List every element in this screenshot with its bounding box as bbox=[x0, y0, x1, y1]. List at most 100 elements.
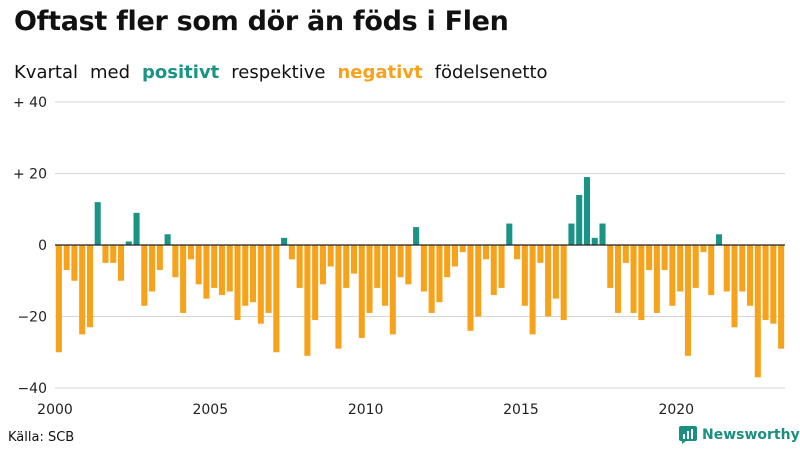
bar bbox=[576, 194, 583, 245]
y-tick-label: −40 bbox=[17, 381, 47, 397]
bar bbox=[405, 245, 412, 285]
bar bbox=[754, 245, 761, 378]
x-tick-label: 2015 bbox=[503, 402, 539, 418]
y-tick-label: + 40 bbox=[13, 95, 47, 111]
bar bbox=[630, 245, 637, 313]
bar bbox=[343, 245, 350, 288]
bar bbox=[778, 245, 785, 349]
bar bbox=[335, 245, 342, 349]
bar bbox=[700, 245, 707, 253]
bar bbox=[319, 245, 326, 285]
bar bbox=[195, 245, 202, 285]
bar bbox=[312, 245, 319, 321]
bar bbox=[413, 227, 420, 246]
bar bbox=[545, 245, 552, 317]
chart-title: Oftast fler som dör än föds i Flen bbox=[14, 6, 509, 37]
bar bbox=[187, 245, 194, 260]
bar bbox=[451, 245, 458, 267]
bar bbox=[459, 245, 466, 253]
bar bbox=[366, 245, 373, 313]
subtitle-word: Kvartal bbox=[14, 62, 78, 83]
bar bbox=[467, 245, 474, 331]
bar bbox=[141, 245, 148, 306]
bar bbox=[762, 245, 769, 321]
bar bbox=[599, 223, 606, 245]
subtitle-negative-word: negativt bbox=[337, 62, 423, 83]
subtitle-word: respektive bbox=[231, 62, 326, 83]
bar bbox=[180, 245, 187, 313]
bar bbox=[125, 241, 132, 245]
x-tick-label: 2010 bbox=[348, 402, 384, 418]
bar bbox=[475, 245, 482, 317]
newsworthy-brand: Newsworthy bbox=[679, 426, 800, 444]
bar bbox=[560, 245, 567, 321]
bar bbox=[133, 212, 140, 245]
bar bbox=[669, 245, 676, 306]
bar bbox=[723, 245, 730, 292]
bar bbox=[296, 245, 303, 288]
bar bbox=[552, 245, 559, 299]
bar bbox=[273, 245, 280, 353]
bar bbox=[653, 245, 660, 313]
bar bbox=[661, 245, 668, 271]
bar bbox=[211, 245, 218, 288]
subtitle-word: födelsenetto bbox=[434, 62, 548, 83]
x-tick-label: 2005 bbox=[192, 402, 228, 418]
bar bbox=[506, 223, 513, 245]
y-tick-label: 0 bbox=[38, 238, 47, 254]
bar bbox=[568, 223, 575, 245]
bar bbox=[203, 245, 210, 299]
bar bbox=[265, 245, 272, 313]
bar bbox=[677, 245, 684, 292]
bar bbox=[615, 245, 622, 313]
bar bbox=[428, 245, 435, 313]
bar bbox=[63, 245, 70, 271]
bar bbox=[537, 245, 544, 263]
bar bbox=[591, 237, 598, 245]
bar bbox=[638, 245, 645, 321]
bar bbox=[55, 245, 62, 353]
y-tick-label: + 20 bbox=[13, 167, 47, 183]
bar bbox=[358, 245, 365, 338]
bar bbox=[350, 245, 358, 274]
bar bbox=[747, 245, 754, 306]
bar bbox=[684, 245, 691, 356]
bar bbox=[327, 245, 334, 267]
bar bbox=[622, 245, 629, 263]
bar bbox=[94, 202, 101, 245]
bar bbox=[770, 245, 777, 324]
bar bbox=[250, 245, 257, 303]
bar bbox=[257, 245, 264, 324]
bar bbox=[436, 245, 443, 303]
bar bbox=[164, 234, 171, 245]
bar bbox=[304, 245, 311, 356]
x-tick-label: 2020 bbox=[658, 402, 694, 418]
bar bbox=[281, 237, 288, 245]
bar bbox=[514, 245, 521, 260]
subtitle-word: med bbox=[89, 62, 131, 83]
bar bbox=[374, 245, 381, 288]
bar bbox=[102, 245, 109, 263]
bar bbox=[156, 245, 163, 271]
bar bbox=[288, 245, 295, 260]
y-tick-label: −20 bbox=[17, 310, 47, 326]
bar bbox=[607, 245, 614, 288]
bar bbox=[218, 245, 225, 296]
bar bbox=[86, 245, 93, 328]
bar bbox=[498, 245, 505, 288]
bar bbox=[646, 245, 653, 271]
bar bbox=[708, 245, 715, 296]
bar bbox=[731, 245, 738, 328]
bar bbox=[490, 245, 497, 296]
bar bbox=[389, 245, 396, 335]
bar bbox=[71, 245, 78, 281]
source-note: Källa: SCB bbox=[8, 430, 75, 445]
bar bbox=[583, 177, 590, 245]
bar bbox=[79, 245, 86, 335]
bar bbox=[242, 245, 249, 306]
subtitle-positive-word: positivt bbox=[142, 62, 220, 83]
bar bbox=[172, 245, 179, 278]
newsworthy-logo-icon bbox=[679, 426, 697, 444]
bar bbox=[234, 245, 241, 321]
bar bbox=[739, 245, 746, 292]
